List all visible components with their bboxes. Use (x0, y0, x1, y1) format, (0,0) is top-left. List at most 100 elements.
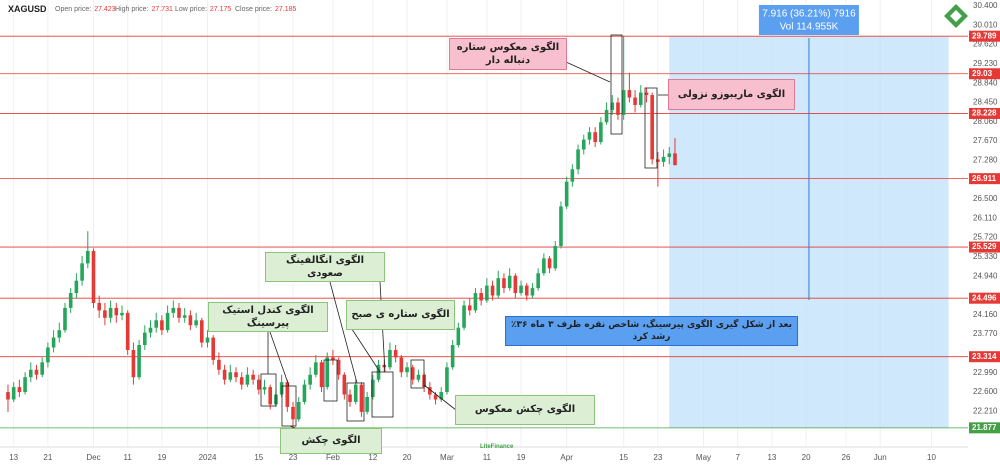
candle-body (245, 374, 250, 385)
candle-body (416, 374, 421, 380)
level-label-bg (969, 292, 1000, 304)
x-tick-label: Mar (440, 453, 454, 462)
candle-body (46, 347, 50, 363)
candle-body (667, 153, 672, 157)
x-tick-label: 7 (735, 453, 740, 462)
candle-body (439, 392, 444, 400)
candle-body (160, 320, 164, 331)
candle-body (177, 307, 181, 318)
candle-body (524, 285, 529, 296)
candle-body (34, 369, 39, 375)
candle-body (559, 206, 563, 247)
level-label: 24.496 (972, 293, 997, 302)
y-tick-label: 25.720 (973, 233, 998, 242)
x-tick-label: 13 (9, 453, 18, 462)
candle-body (576, 149, 580, 170)
annotation: الگوی چکش معکوس (455, 395, 595, 425)
candle-body (496, 278, 501, 296)
candle-body (80, 263, 84, 281)
candle-body (564, 181, 569, 207)
pattern-box (346, 382, 365, 422)
annotation: الگوی ستاره ی صبح (346, 300, 455, 330)
annotation: بعد از شکل گیری الگوی پیرسینگ، شاخص نقره… (505, 316, 798, 346)
candle-body (490, 285, 495, 296)
level-label: 21.877 (972, 423, 997, 432)
candle-body (239, 377, 244, 385)
x-tick-label: May (696, 453, 711, 462)
x-tick-label: Apr (560, 453, 573, 462)
y-tick-label: 26.500 (973, 194, 998, 203)
y-tick-label: 30.010 (973, 20, 998, 29)
candle-body (257, 379, 261, 390)
candle-body (91, 250, 96, 303)
x-tick-label: Jun (874, 453, 887, 462)
y-tick-label: 30.400 (973, 1, 998, 10)
x-tick-label: Dec (86, 453, 100, 462)
x-tick-label: 2024 (199, 453, 217, 462)
candle-body (382, 364, 387, 368)
candle-body (473, 293, 478, 311)
candle-body (171, 307, 176, 313)
y-tick-label: 27.670 (973, 136, 998, 145)
y-tick-label: 26.110 (973, 213, 997, 222)
candle-body (627, 90, 632, 98)
candle-body (194, 320, 198, 326)
candle-body (205, 337, 210, 343)
candle-body (342, 374, 347, 395)
level-label-bg (969, 241, 1000, 253)
measure-volume: Vol 114.955K (780, 22, 839, 33)
axes: 30.400 30.010 29.620 29.230 28.840 28.450 28.0… (9, 1, 1000, 462)
header-value: 27.423 (94, 6, 116, 13)
candle-body (103, 310, 107, 318)
candle-body (108, 307, 113, 318)
level-label-bg (969, 173, 1000, 185)
candle-body (125, 312, 130, 350)
y-tick-label: 28.060 (973, 117, 998, 126)
y-tick-label: 27.280 (973, 155, 998, 164)
candle-body (456, 327, 461, 346)
candle-body (222, 369, 227, 380)
measure-label: 7.916 (36.21%) 7916 (762, 9, 856, 20)
candle-body (445, 367, 449, 393)
level-label: 29.789 (972, 31, 997, 40)
candle-body (234, 372, 238, 378)
candle-body (353, 384, 358, 402)
candle-body (154, 320, 159, 328)
candle-body (319, 362, 324, 388)
candle-body (547, 258, 552, 269)
candle-body (388, 349, 392, 368)
level-label: 26.911 (972, 174, 997, 183)
candle-body (405, 367, 409, 373)
level-label-bg (969, 68, 1000, 80)
candle-body (262, 387, 267, 390)
level-label-bg (969, 351, 1000, 363)
candle-body (428, 387, 432, 395)
candle-body (97, 302, 101, 311)
candle-body (553, 246, 558, 269)
level-label: 23.314 (972, 352, 997, 361)
candle-body (450, 345, 455, 368)
candle-body (251, 374, 255, 380)
annotation: الگوی انگالفینگ صعودی (265, 252, 385, 282)
candle-body (51, 337, 56, 348)
candle-body (581, 139, 586, 150)
x-tick-label: 20 (403, 453, 412, 462)
candle-body (348, 394, 352, 402)
pattern-box (410, 359, 425, 389)
header-item: Close price: 27.185 (235, 6, 296, 13)
annotation: الگوی چکش (280, 428, 382, 454)
candle-body (593, 132, 597, 143)
candle-body (85, 250, 90, 264)
level-label: 25.529 (972, 242, 997, 251)
candle-body (6, 392, 10, 400)
candle-body (393, 349, 398, 358)
pointer (269, 331, 290, 387)
header-item: Open price: 27.423 (55, 6, 116, 13)
y-tick-label: 28.840 (973, 78, 998, 87)
candle-body (399, 357, 404, 373)
measure: 7.916 (36.21%) 7916 Vol 114.955K (669, 5, 949, 428)
candle-body (148, 327, 153, 333)
candle-body (268, 387, 273, 405)
watermark: LiteFinance (480, 444, 514, 450)
y-tick-label: 23.770 (973, 329, 998, 338)
